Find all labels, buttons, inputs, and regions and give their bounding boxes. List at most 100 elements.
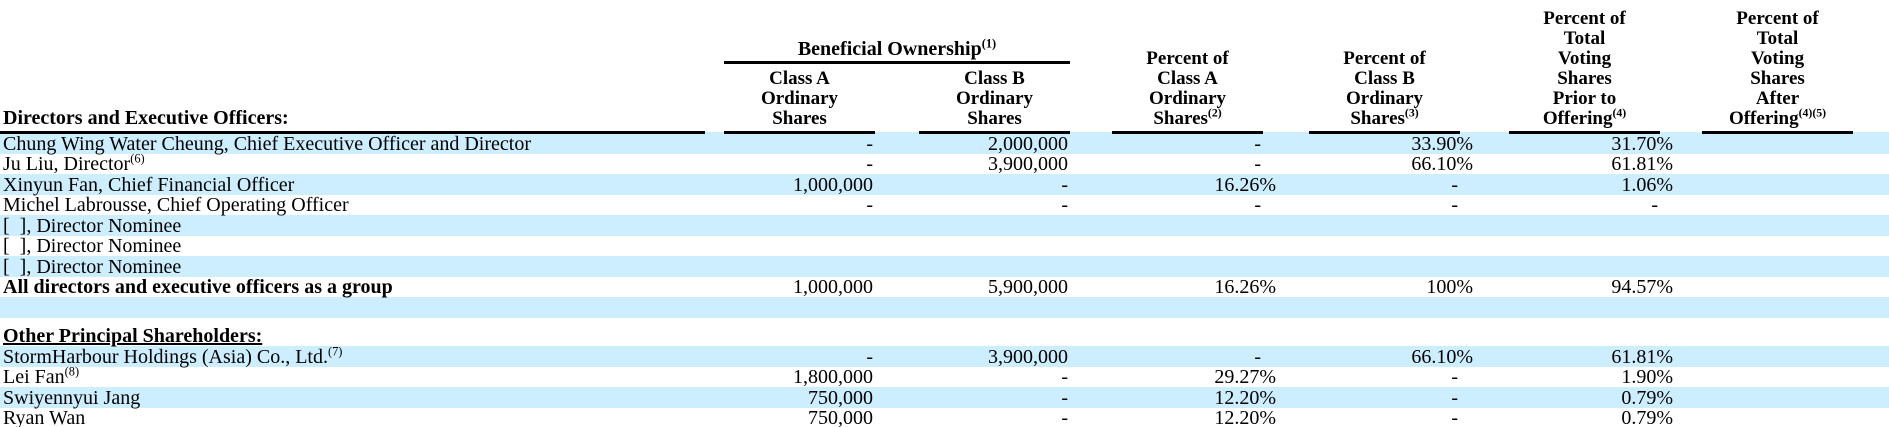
name-cell: Ju Liu, Director(6) (0, 152, 705, 174)
gap-cell (1070, 132, 1113, 154)
class-a-shares-cell (724, 236, 875, 257)
voting-prior-offering-cell: - (1651, 194, 1659, 216)
percent-class-b-cell: - (1309, 387, 1461, 408)
gap-cell (1460, 367, 1509, 388)
percent-class-a-cell: - (1112, 346, 1264, 367)
gap-cell (1263, 215, 1310, 236)
gap-cell (1660, 236, 1702, 257)
footnote-ref: (1) (981, 35, 997, 50)
gap-cell (1460, 215, 1510, 236)
row-name: Xinyun Fan, Chief Financial Officer (3, 173, 295, 196)
gap-cell (1853, 387, 1889, 408)
column-header-label: Class B Ordinary Shares (955, 67, 1034, 129)
percent-class-a-cell: 12.20% (1112, 408, 1276, 427)
gap-cell (705, 236, 724, 257)
percent-class-a-cell (1112, 256, 1264, 277)
voting-after-offering-cell (1702, 215, 1854, 236)
table-row: Lei Fan(8) 1,800,000 - 29.27% - 1.90% (0, 365, 1889, 388)
percent-value: 0.79% (1621, 407, 1674, 427)
header-spacer (875, 62, 919, 132)
column-header-label: Percent of Class A Ordinary Shares (1146, 47, 1229, 129)
gap-cell (875, 215, 919, 236)
gap-cell (875, 236, 919, 257)
voting-prior-offering-cell: 1.90% (1509, 367, 1673, 387)
percent-class-a-cell (1112, 297, 1264, 318)
percent-class-b-cell: - (1451, 366, 1459, 388)
gap-cell (1460, 236, 1509, 257)
gap-cell (1853, 195, 1889, 216)
gap-cell (875, 154, 919, 175)
gap-cell (1660, 174, 1703, 195)
class-a-shares-cell (724, 318, 875, 347)
gap-cell (1460, 318, 1509, 347)
gap-cell (875, 297, 919, 318)
class-a-shares-cell: 750,000 (808, 407, 873, 427)
percent-class-a-cell: 16.26% (1112, 174, 1276, 195)
row-name: Lei Fan (3, 366, 65, 388)
name-cell (0, 297, 705, 318)
name-cell: [ ], Director Nominee (0, 236, 705, 256)
gap-cell (705, 277, 724, 298)
header-spacer (1263, 0, 1309, 132)
name-cell: All directors and executive officers as … (0, 276, 705, 298)
column-header-class-a: Class A Ordinary Shares (724, 62, 875, 134)
gap-cell (1853, 154, 1889, 175)
gap-cell (705, 318, 724, 347)
name-cell: Swiyennyui Jang (0, 387, 705, 408)
gap-cell (1070, 277, 1112, 298)
voting-prior-offering-cell (1509, 236, 1660, 257)
column-header-class-b: Class B Ordinary Shares (919, 62, 1071, 134)
voting-after-offering-cell (1702, 346, 1854, 367)
voting-prior-offering-cell: 0.79% (1509, 408, 1673, 427)
row-name: [ ], Director Nominee (3, 214, 182, 237)
gap-cell (1853, 174, 1889, 195)
table-body: Chung Wing Water Cheung, Chief Executive… (0, 132, 1889, 427)
row-name: All directors and executive officers as … (3, 276, 393, 298)
class-b-shares-cell: 3,900,000 (919, 346, 1071, 367)
gap-cell (1660, 346, 1703, 367)
gap-cell (1853, 408, 1889, 427)
gap-cell (875, 408, 919, 427)
column-header-label: Percent of Class B Ordinary Shares (1343, 47, 1426, 129)
percent-class-a-cell: - (1254, 194, 1262, 216)
footnote-ref: (4) (1612, 106, 1627, 120)
gap-cell (705, 195, 724, 216)
voting-after-offering-cell (1702, 132, 1854, 154)
class-b-shares-cell: - (919, 387, 1071, 408)
percent-class-b-cell (1309, 256, 1461, 277)
class-b-shares-cell: - (919, 174, 1071, 195)
header-spacer (1460, 0, 1509, 132)
percent-value: 0.79% (1621, 386, 1674, 409)
row-name: [ ], Director Nominee (3, 255, 182, 278)
percent-class-a-cell: - (1112, 132, 1264, 154)
voting-prior-offering-cell: 61.81% (1509, 346, 1673, 367)
footnote-ref: (4)(5) (1798, 106, 1827, 120)
percent-class-b-cell (1309, 215, 1461, 236)
voting-after-offering-cell (1702, 387, 1854, 408)
gap-cell (705, 256, 724, 277)
class-a-shares-cell (724, 256, 875, 277)
voting-prior-offering-cell: 0.79% (1509, 387, 1673, 408)
gap-cell (1460, 346, 1510, 367)
gap-cell (1070, 318, 1112, 347)
row-name: Swiyennyui Jang (3, 386, 141, 409)
voting-after-offering-cell (1702, 154, 1853, 175)
class-b-shares-cell: 2,000,000 (919, 132, 1071, 154)
class-b-shares-cell: 3,900,000 (988, 153, 1069, 175)
gap-cell (705, 154, 724, 175)
name-cell: Lei Fan(8) (0, 365, 705, 388)
name-cell: Xinyun Fan, Chief Financial Officer (0, 174, 705, 195)
name-cell: [ ], Director Nominee (0, 215, 705, 236)
gap-cell (875, 367, 919, 388)
gap-cell (1853, 236, 1889, 257)
class-a-shares-cell: 1,800,000 (793, 366, 873, 388)
gap-cell (1070, 346, 1113, 367)
gap-cell (1460, 256, 1510, 277)
row-name: Ryan Wan (3, 407, 86, 427)
name-cell: Michel Labrousse, Chief Operating Office… (0, 195, 705, 215)
row-name: StormHarbour Holdings (Asia) Co., Ltd. (3, 345, 328, 368)
voting-after-offering-cell (1702, 256, 1854, 277)
voting-after-offering-cell (1702, 277, 1853, 298)
percent-value: 16.26% (1214, 173, 1277, 196)
